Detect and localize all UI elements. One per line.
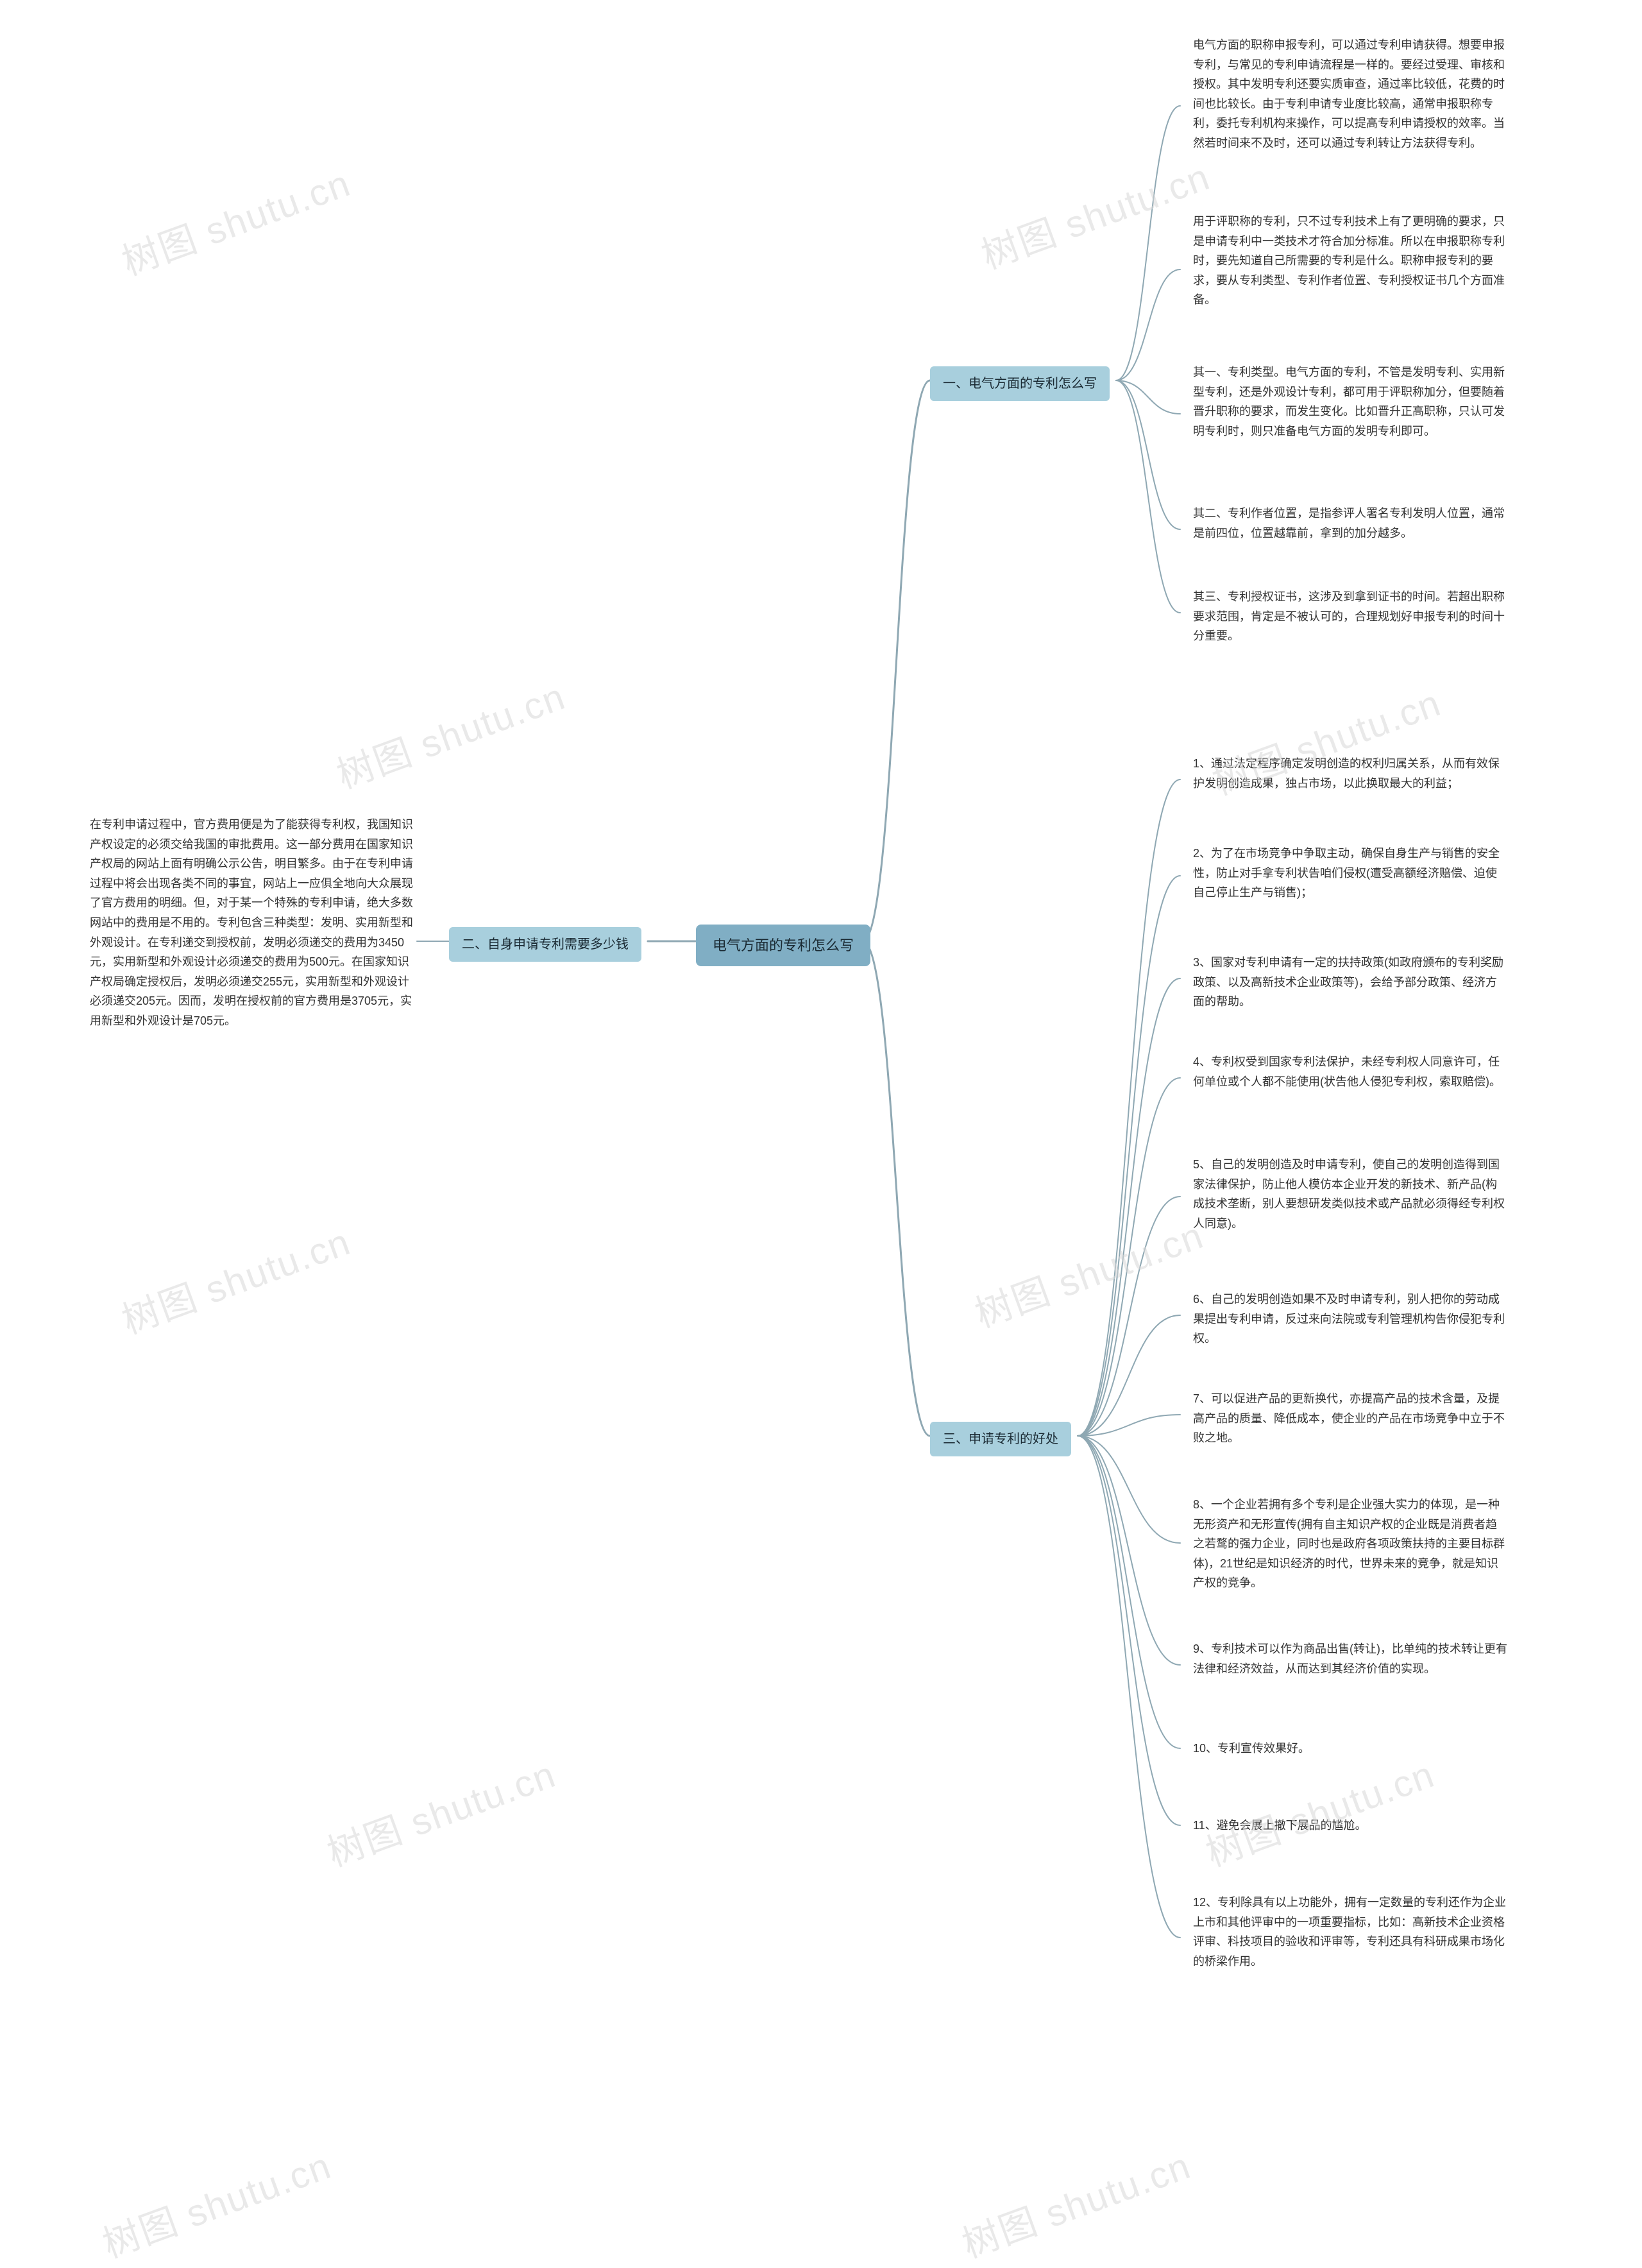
connector-layer: [0, 0, 1642, 2196]
leaf-node: 8、一个企业若拥有多个专利是企业强大实力的体现，是一种无形资产和无形宣传(拥有自…: [1193, 1495, 1507, 1593]
leaf-node: 2、为了在市场竞争中争取主动，确保自身生产与销售的安全性，防止对手拿专利状告咱们…: [1193, 844, 1507, 903]
leaf-node: 在专利申请过程中，官方费用便是为了能获得专利权，我国知识产权设定的必须交给我国的…: [90, 815, 417, 1031]
center-node: 电气方面的专利怎么写: [696, 925, 870, 966]
mindmap-canvas: 电气方面的专利怎么写 一、电气方面的专利怎么写 电气方面的职称申报专利，可以通过专…: [0, 0, 1642, 2196]
leaf-node: 12、专利除具有以上功能外，拥有一定数量的专利还作为企业上市和其他评审中的一项重…: [1193, 1893, 1507, 1971]
leaf-node: 1、通过法定程序确定发明创造的权利归属关系，从而有效保护发明创造成果，独占市场，…: [1193, 754, 1507, 793]
leaf-node: 6、自己的发明创造如果不及时申请专利，别人把你的劳动成果提出专利申请，反过来向法…: [1193, 1290, 1507, 1349]
leaf-node: 3、国家对专利申请有一定的扶持政策(如政府颁布的专利奖励政策、以及高新技术企业政…: [1193, 953, 1507, 1012]
leaf-node: 5、自己的发明创造及时申请专利，使自己的发明创造得到国家法律保护，防止他人模仿本…: [1193, 1155, 1507, 1233]
leaf-node: 电气方面的职称申报专利，可以通过专利申请获得。想要申报专利，与常见的专利申请流程…: [1193, 35, 1507, 153]
branch-node: 三、申请专利的好处: [930, 1422, 1071, 1456]
leaf-node: 7、可以促进产品的更新换代，亦提高产品的技术含量，及提高产品的质量、降低成本，使…: [1193, 1389, 1507, 1448]
leaf-node: 其三、专利授权证书，这涉及到拿到证书的时间。若超出职称要求范围，肯定是不被认可的…: [1193, 587, 1507, 646]
leaf-node: 10、专利宣传效果好。: [1193, 1739, 1310, 1759]
leaf-node: 用于评职称的专利，只不过专利技术上有了更明确的要求，只是申请专利中一类技术才符合…: [1193, 212, 1507, 310]
leaf-node: 其二、专利作者位置，是指参评人署名专利发明人位置，通常是前四位，位置越靠前，拿到…: [1193, 504, 1507, 543]
branch-node: 二、自身申请专利需要多少钱: [449, 927, 641, 962]
leaf-node: 11、避免会展上撤下展品的尴尬。: [1193, 1816, 1367, 1836]
branch-node: 一、电气方面的专利怎么写: [930, 366, 1110, 401]
leaf-node: 其一、专利类型。电气方面的专利，不管是发明专利、实用新型专利，还是外观设计专利，…: [1193, 362, 1507, 441]
leaf-node: 9、专利技术可以作为商品出售(转让)，比单纯的技术转让更有法律和经济效益，从而达…: [1193, 1639, 1507, 1678]
leaf-node: 4、专利权受到国家专利法保护，未经专利权人同意许可，任何单位或个人都不能使用(状…: [1193, 1052, 1507, 1091]
